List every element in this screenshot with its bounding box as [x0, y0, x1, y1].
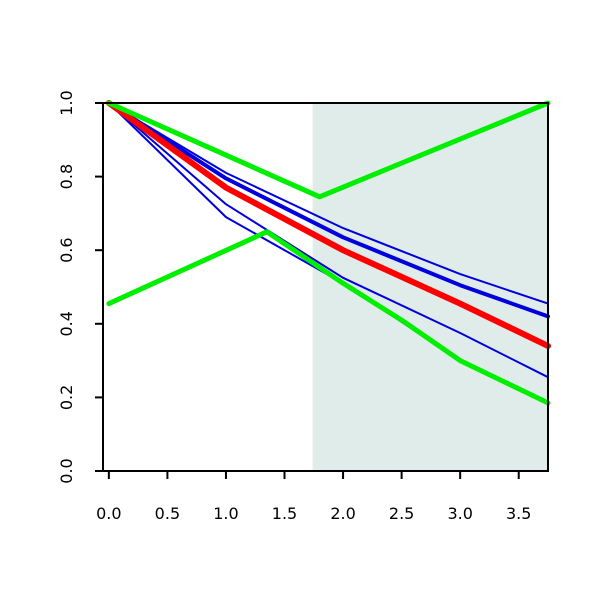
y-tick-label: 0.0: [57, 458, 76, 483]
plot-frame: [102, 102, 549, 472]
series-line-6: [106, 100, 551, 200]
series-line-5: [105, 100, 551, 349]
x-tick-label: 1.5: [272, 504, 297, 523]
x-tick-label: 1.0: [213, 504, 238, 523]
series-line-7: [106, 229, 551, 406]
x-tick-label: 2.5: [389, 504, 414, 523]
y-tick-label: 0.2: [57, 385, 76, 410]
series-line-3: [107, 102, 549, 379]
x-tick-label: 3.0: [447, 504, 472, 523]
y-tick-label: 0.4: [57, 311, 76, 336]
y-tick-label: 0.6: [57, 237, 76, 262]
x-tick-label: 0.5: [155, 504, 180, 523]
x-tick-label: 3.5: [506, 504, 531, 523]
x-tick-label: 0.0: [96, 504, 121, 523]
y-tick-label: 1.0: [57, 90, 76, 115]
x-tick-label: 2.0: [330, 504, 355, 523]
series-line-2: [106, 101, 550, 319]
series-line-1: [107, 102, 549, 305]
y-tick-label: 0.8: [57, 164, 76, 189]
